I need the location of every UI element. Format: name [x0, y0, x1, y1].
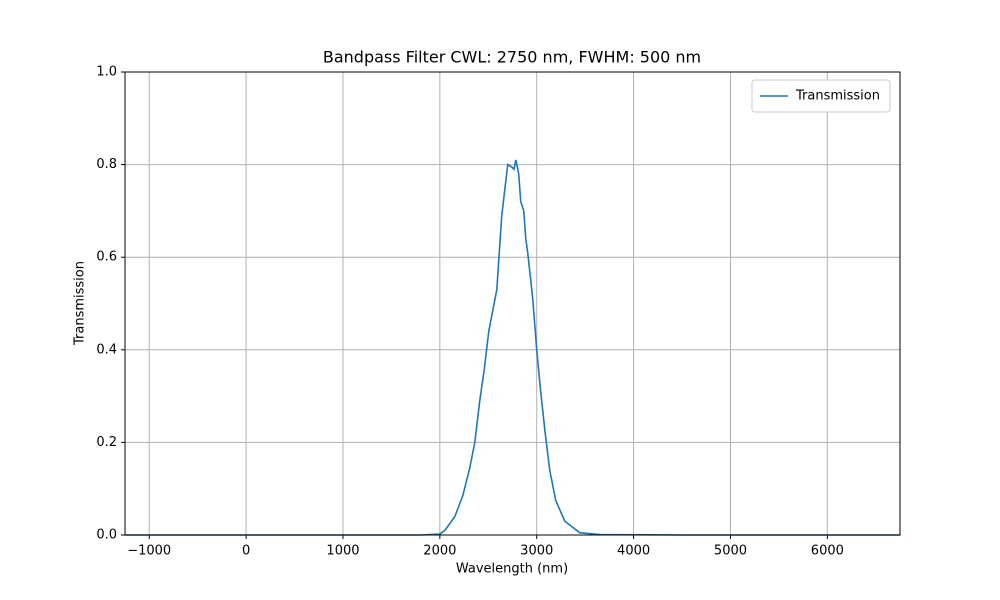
y-tick-label: 0.6	[96, 250, 117, 265]
legend-box	[751, 79, 891, 113]
chart-title: Bandpass Filter CWL: 2750 nm, FWHM: 500 …	[323, 48, 701, 67]
y-tick-label: 1.0	[96, 65, 117, 80]
x-tick-label: 5000	[714, 544, 747, 559]
y-tick-label: 0.8	[96, 157, 117, 172]
x-axis-label: Wavelength (nm)	[456, 562, 568, 577]
y-tick-label: 0.0	[96, 528, 117, 543]
x-tick-label: 2000	[423, 544, 456, 559]
y-axis-label: Transmission	[73, 261, 88, 346]
x-tick-label: −1000	[127, 544, 171, 559]
plot-frame	[124, 71, 901, 536]
x-tick-label: 4000	[617, 544, 650, 559]
y-tick-label: 0.2	[96, 435, 117, 450]
x-tick-label: 6000	[811, 544, 844, 559]
series-line	[125, 159, 900, 536]
x-tick-label: 3000	[520, 544, 553, 559]
y-tick-label: 0.4	[96, 342, 117, 357]
x-tick-label: 0	[242, 544, 250, 559]
x-tick-label: 1000	[326, 544, 359, 559]
legend-label: Transmission	[795, 89, 880, 104]
